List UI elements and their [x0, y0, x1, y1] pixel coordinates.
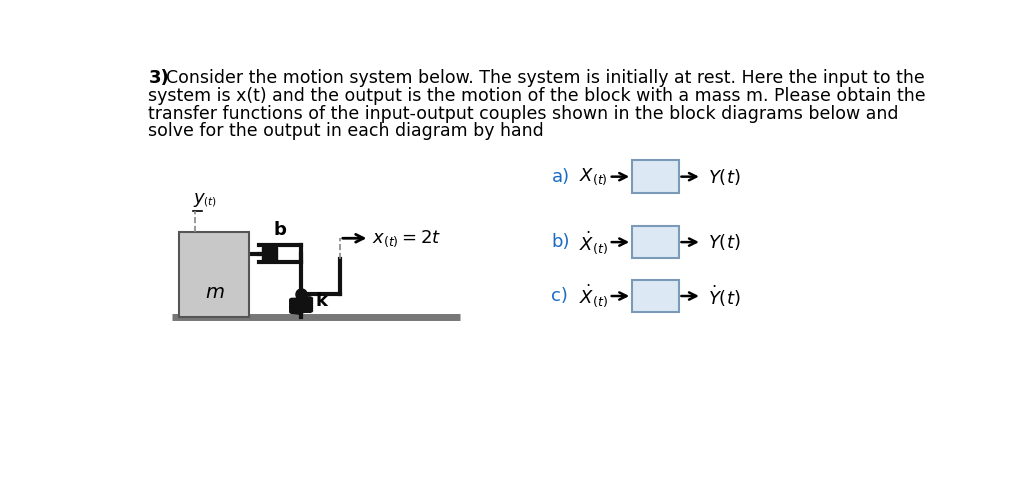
Text: $_{(t)}$: $_{(t)}$ — [204, 194, 217, 209]
Text: $\mathit{X}_{(t)}$: $\mathit{X}_{(t)}$ — [579, 166, 608, 187]
Text: $x_{(t)}$$ = 2t$: $x_{(t)}$$ = 2t$ — [372, 228, 442, 249]
Text: c): c) — [552, 287, 568, 305]
Text: $y$: $y$ — [194, 191, 207, 209]
Text: $\dot{\mathit{X}}_{(t)}$: $\dot{\mathit{X}}_{(t)}$ — [579, 283, 608, 309]
Text: k: k — [315, 292, 328, 310]
Text: $\mathit{Y}(t)$: $\mathit{Y}(t)$ — [708, 232, 740, 252]
Text: $\mathit{Y}(t)$: $\mathit{Y}(t)$ — [708, 166, 740, 187]
Text: 3): 3) — [148, 69, 169, 87]
Bar — [632, 161, 678, 193]
Text: solve for the output in each diagram by hand: solve for the output in each diagram by … — [148, 122, 545, 140]
Bar — [632, 226, 678, 258]
Text: b: b — [274, 221, 286, 239]
Text: a): a) — [552, 167, 570, 186]
Bar — [179, 232, 249, 317]
Text: system is x(t) and the output is the motion of the block with a mass m. Please o: system is x(t) and the output is the mot… — [148, 87, 926, 105]
Bar — [632, 280, 678, 312]
Text: $\dot{\mathit{Y}}(t)$: $\dot{\mathit{Y}}(t)$ — [708, 283, 740, 309]
Text: transfer functions of the input-output couples shown in the block diagrams below: transfer functions of the input-output c… — [148, 105, 899, 122]
Text: m: m — [205, 283, 224, 302]
Text: Consider the motion system below. The system is initially at rest. Here the inpu: Consider the motion system below. The sy… — [165, 69, 924, 87]
Bar — [262, 247, 277, 260]
Text: b): b) — [552, 233, 570, 251]
Text: $\dot{\mathit{X}}_{(t)}$: $\dot{\mathit{X}}_{(t)}$ — [579, 228, 608, 256]
